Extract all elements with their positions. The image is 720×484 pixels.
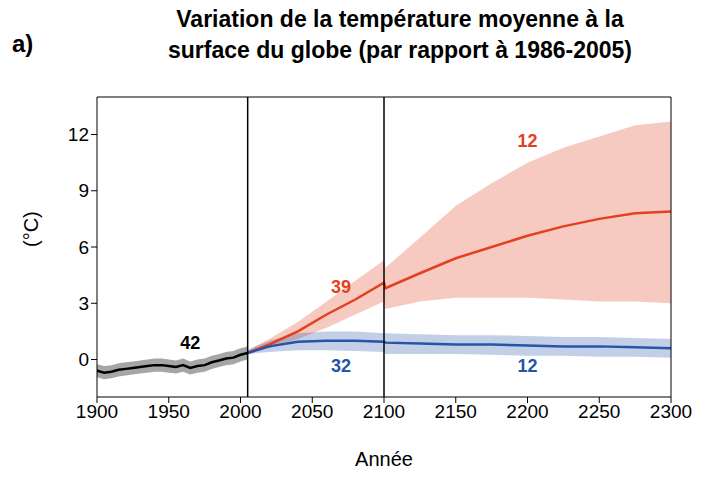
svg-text:2250: 2250: [578, 401, 620, 422]
svg-text:(°C): (°C): [20, 211, 42, 247]
svg-text:12: 12: [517, 131, 537, 151]
svg-text:0: 0: [78, 349, 89, 370]
svg-text:6: 6: [78, 237, 89, 258]
html-text:a): a): [12, 30, 34, 57]
html-text:surface du globe (par rapport: surface du globe (par rapport à 1986-200…: [168, 37, 632, 63]
svg-text:12: 12: [517, 356, 537, 376]
svg-text:39: 39: [331, 277, 351, 297]
html-text:Variation de la température mo: Variation de la température moyenne à la: [176, 6, 624, 32]
svg-text:42: 42: [180, 333, 200, 353]
svg-text:2200: 2200: [506, 401, 548, 422]
svg-text:2000: 2000: [219, 401, 261, 422]
svg-text:1900: 1900: [76, 401, 118, 422]
svg-text:3: 3: [78, 293, 89, 314]
svg-text:12: 12: [68, 124, 89, 145]
svg-text:2100: 2100: [363, 401, 405, 422]
svg-text:9: 9: [78, 180, 89, 201]
svg-text:2150: 2150: [435, 401, 477, 422]
svg-text:2300: 2300: [650, 401, 692, 422]
svg-text:Année: Année: [355, 448, 413, 470]
svg-text:2050: 2050: [291, 401, 333, 422]
svg-text:1950: 1950: [148, 401, 190, 422]
svg-text:32: 32: [331, 356, 351, 376]
